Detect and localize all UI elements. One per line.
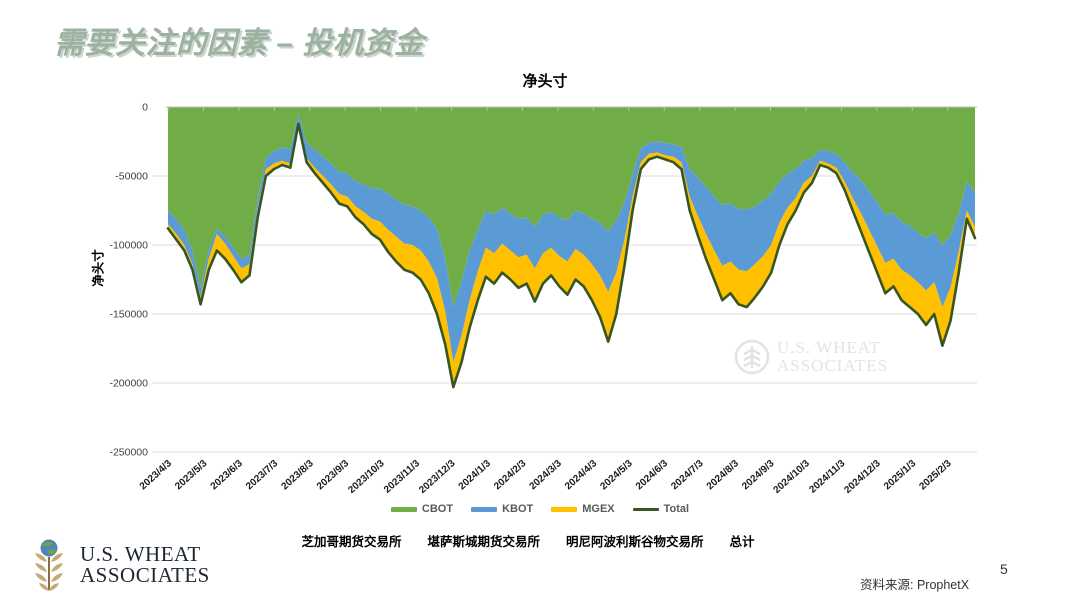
- logo-line1: U.S. WHEAT: [80, 542, 201, 566]
- chart-title: 净头寸: [522, 73, 568, 90]
- exchange-label-kbot: 堪萨斯城期货交易所: [427, 535, 540, 549]
- svg-text:-100000: -100000: [109, 240, 148, 252]
- svg-text:-150000: -150000: [109, 309, 148, 321]
- svg-text:2024/3/3: 2024/3/3: [528, 458, 565, 493]
- legend-item-total: Total: [632, 503, 690, 515]
- exchange-label-cbot: 芝加哥期货交易所: [301, 535, 402, 549]
- svg-text:2024/8/3: 2024/8/3: [705, 458, 742, 493]
- legend-label-kbot: KBOT: [502, 503, 534, 515]
- legend-label-cbot: CBOT: [421, 503, 454, 515]
- usw-logo: U.S. WHEAT ASSOCIATES: [26, 538, 210, 592]
- kbot-swatch-icon: [471, 506, 498, 512]
- page-number: 5: [1000, 561, 1008, 577]
- legend-label-mgex: MGEX: [582, 503, 615, 515]
- exchange-label-total: 总计: [729, 535, 755, 549]
- legend-item-mgex: MGEX: [551, 503, 615, 515]
- svg-text:-50000: -50000: [115, 171, 148, 183]
- wheat-globe-icon: [35, 539, 63, 591]
- svg-text:2023/5/3: 2023/5/3: [173, 458, 210, 493]
- y-axis-title: 净头寸: [91, 249, 106, 287]
- svg-text:2023/11/3: 2023/11/3: [382, 458, 422, 496]
- svg-text:-250000: -250000: [109, 447, 148, 459]
- svg-text:2024/6/3: 2024/6/3: [634, 458, 671, 493]
- legend-label-total: Total: [663, 503, 690, 515]
- svg-text:2025/1/3: 2025/1/3: [882, 458, 919, 493]
- svg-text:-200000: -200000: [109, 378, 148, 390]
- svg-text:0: 0: [142, 102, 148, 114]
- svg-text:2024/2/3: 2024/2/3: [492, 458, 529, 493]
- svg-text:2023/4/3: 2023/4/3: [138, 458, 175, 493]
- svg-text:2024/4/3: 2024/4/3: [563, 458, 600, 493]
- logo-line2: ASSOCIATES: [80, 563, 210, 587]
- source-text: 资料来源: ProphetX: [860, 578, 970, 592]
- slide-title: 需要关注的因素 – 投机资金: [54, 27, 425, 60]
- legend-item-cbot: CBOT: [390, 503, 454, 515]
- total-swatch-icon: [632, 507, 659, 511]
- svg-text:2024/5/3: 2024/5/3: [598, 458, 635, 493]
- svg-text:2024/1/3: 2024/1/3: [457, 458, 494, 493]
- svg-text:2023/8/3: 2023/8/3: [279, 458, 316, 493]
- cbot-swatch-icon: [390, 506, 417, 512]
- svg-text:2023/12/3: 2023/12/3: [417, 458, 458, 496]
- exchange-label-mgex: 明尼阿波利斯谷物交易所: [566, 535, 704, 549]
- svg-text:2024/11/3: 2024/11/3: [807, 458, 847, 496]
- exchange-labels-row: 芝加哥期货交易所 堪萨斯城期货交易所 明尼阿波利斯谷物交易所 总计: [0, 531, 1056, 550]
- chart-legend: CBOT KBOT MGEX Total: [0, 503, 1080, 515]
- svg-text:2024/12/3: 2024/12/3: [842, 458, 883, 496]
- svg-text:2025/2/3: 2025/2/3: [917, 458, 954, 493]
- svg-text:2023/6/3: 2023/6/3: [209, 458, 246, 493]
- svg-text:2023/7/3: 2023/7/3: [244, 458, 281, 493]
- svg-text:2024/10/3: 2024/10/3: [772, 458, 813, 496]
- mgex-swatch-icon: [551, 506, 578, 512]
- svg-text:2024/7/3: 2024/7/3: [669, 458, 706, 493]
- svg-text:2023/10/3: 2023/10/3: [346, 458, 387, 496]
- legend-item-kbot: KBOT: [471, 503, 533, 515]
